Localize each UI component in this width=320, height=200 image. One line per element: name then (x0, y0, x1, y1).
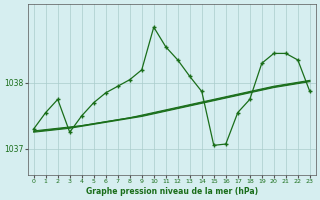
X-axis label: Graphe pression niveau de la mer (hPa): Graphe pression niveau de la mer (hPa) (86, 187, 258, 196)
